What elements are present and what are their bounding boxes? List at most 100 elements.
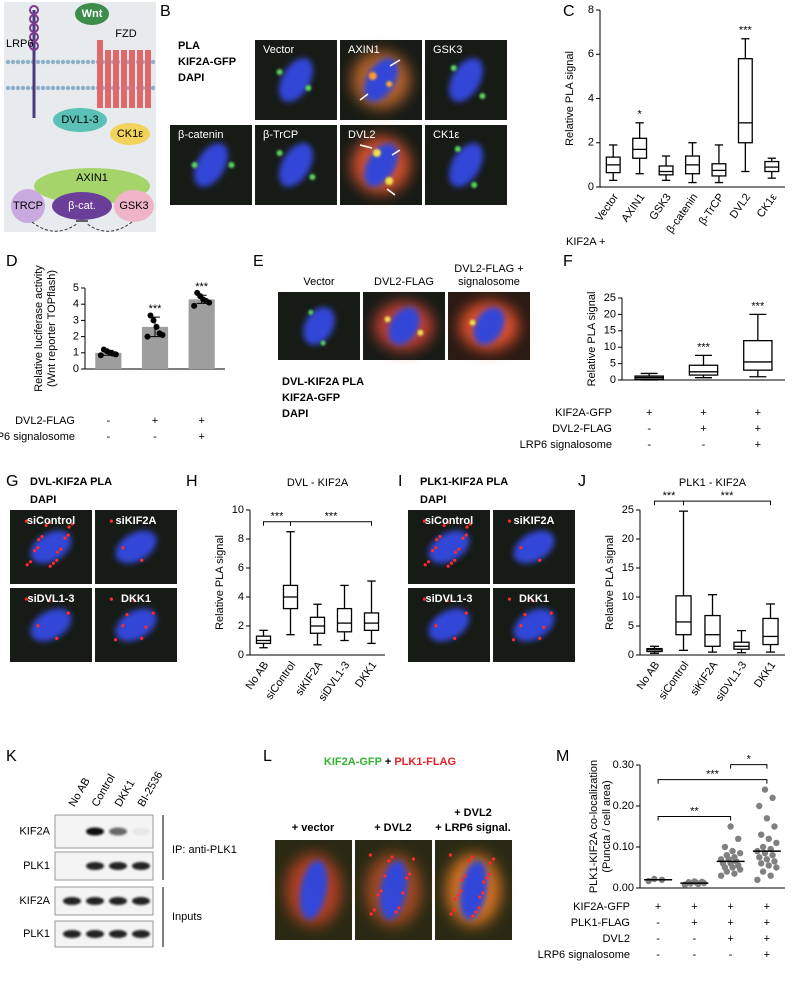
point — [757, 860, 765, 867]
image-label: siDVL1-3 — [425, 593, 472, 605]
pla-dot — [390, 855, 394, 859]
y-tick-label: 10 — [232, 504, 244, 516]
nucleus — [459, 860, 488, 920]
pla-dot — [70, 522, 74, 526]
condition-sign: - — [693, 949, 697, 961]
bracket — [730, 764, 768, 769]
gsk3 — [114, 190, 154, 222]
pla-dot — [461, 536, 465, 540]
legend-entry: DVL-KIF2A PLA — [282, 376, 364, 388]
point — [765, 835, 772, 842]
condition-sign: + — [691, 901, 697, 913]
y-tick-label: 20 — [622, 533, 634, 545]
pla-dot — [368, 853, 372, 857]
membrane — [150, 85, 156, 91]
pla-dot — [448, 853, 452, 857]
panel-letter: C — [563, 3, 575, 20]
box — [658, 165, 674, 176]
lane-label: No AB — [67, 776, 93, 809]
point — [727, 823, 734, 830]
pla-dot — [144, 625, 148, 629]
bracket — [657, 779, 768, 784]
pla-dot — [438, 535, 442, 539]
y-tick-label: 0.30 — [613, 759, 634, 771]
pla-dot — [109, 597, 113, 601]
point — [156, 330, 163, 337]
image-label: DKK1 — [519, 593, 549, 605]
pla-dot — [465, 525, 469, 529]
band — [132, 930, 150, 938]
point — [771, 858, 778, 865]
pla-dot — [369, 912, 373, 916]
spot — [386, 81, 393, 87]
band — [109, 827, 127, 836]
trcp — [11, 189, 45, 223]
pla-dot — [25, 563, 29, 567]
condition-sign: + — [764, 917, 770, 929]
y-tick-label: 8 — [588, 4, 594, 16]
pla-dot — [394, 910, 398, 914]
point — [765, 862, 772, 869]
point — [100, 346, 107, 353]
point — [754, 876, 761, 883]
pla-dot — [453, 550, 458, 554]
spot — [309, 174, 316, 180]
bracket — [683, 500, 771, 506]
pla-dot — [423, 563, 427, 567]
image-label: siControl — [425, 515, 473, 527]
pla-dot — [470, 855, 474, 859]
pla-dot — [48, 564, 52, 568]
pla-dot — [24, 519, 28, 523]
nucleus — [428, 530, 470, 564]
image-label: DVL2-FLAG + — [454, 263, 523, 275]
panel-letter: B — [160, 3, 171, 20]
pla-dot — [33, 549, 37, 553]
pla-dot — [408, 872, 412, 876]
y-tick-label: 5 — [628, 620, 634, 632]
pla-dot — [549, 611, 553, 615]
x-axis-label: KIF2A + — [566, 236, 605, 248]
row-label: PLK1 — [23, 928, 50, 940]
image-label: siControl — [27, 515, 75, 527]
pla-dot — [44, 523, 48, 528]
membrane — [70, 85, 76, 91]
point — [194, 289, 201, 296]
pla-dot — [411, 857, 416, 861]
box — [336, 607, 353, 633]
significance: * — [638, 109, 643, 121]
point — [736, 849, 744, 857]
pla-dot — [121, 546, 125, 550]
box — [737, 58, 753, 144]
box — [675, 595, 692, 636]
pla-dot — [66, 611, 70, 615]
legend-entry: DAPI — [282, 408, 308, 420]
band — [132, 827, 150, 836]
point — [153, 323, 160, 330]
nucleus — [30, 530, 72, 564]
image-label: Vector — [263, 44, 295, 56]
nucleus — [379, 860, 408, 920]
pla-dot — [453, 636, 457, 640]
nucleus — [428, 608, 470, 642]
y-axis-label: (Wnt reporter TOPflash) — [46, 270, 58, 387]
y-tick-label: 5 — [73, 282, 79, 294]
pla-dot — [151, 611, 155, 615]
lane-label: BI-2536 — [136, 770, 166, 809]
legend-entry: KIF2A-GFP — [282, 392, 340, 404]
y-tick-label: 4 — [238, 591, 244, 603]
point — [144, 333, 151, 340]
condition-sign: + — [764, 901, 770, 913]
condition-label: DVL2-FLAG — [15, 415, 75, 427]
point — [769, 794, 776, 801]
spot — [368, 72, 377, 80]
x-tick-label: GSK3 — [647, 192, 674, 223]
pla-dot — [434, 546, 438, 550]
y-axis-label: Relative luciferase activity — [33, 265, 45, 392]
point — [761, 786, 769, 793]
point — [763, 856, 771, 863]
band — [63, 930, 81, 938]
pla-dot — [449, 912, 453, 916]
x-tick-label: Vector — [593, 191, 621, 224]
pla-dot — [404, 876, 409, 880]
